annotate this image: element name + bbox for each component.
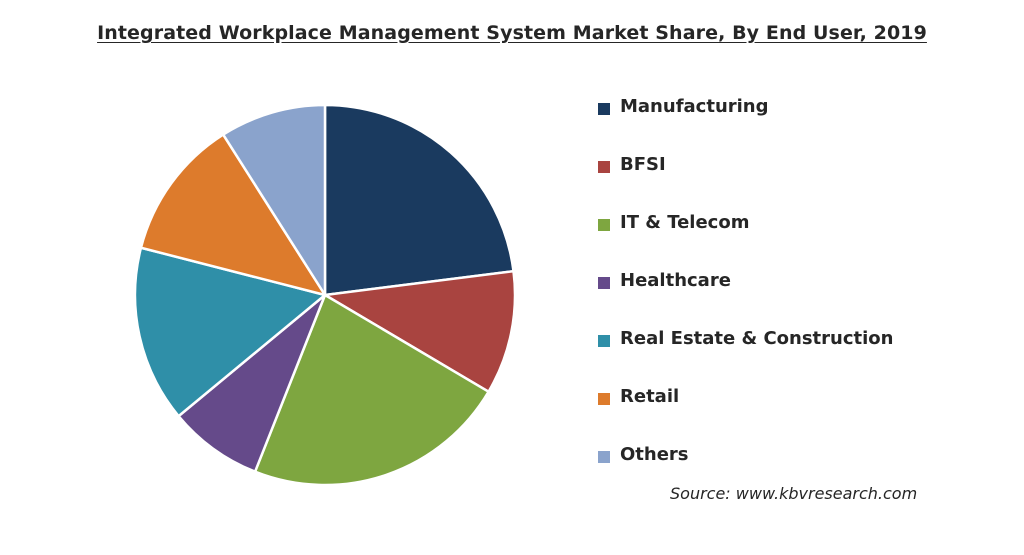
pie-slice-real-estate-construction (133, 246, 327, 418)
pie-slice-it-telecom (253, 293, 490, 487)
legend-item-it-telecom: IT & Telecom (598, 208, 998, 266)
source-note: Source: www.kbvresearch.com (670, 484, 918, 503)
legend-label: Manufacturing (620, 96, 769, 117)
legend-swatch (598, 451, 610, 463)
legend-swatch (598, 161, 610, 173)
legend-label: Retail (620, 386, 680, 407)
legend-label: Others (620, 444, 689, 465)
legend-item-real-estate-construction: Real Estate & Construction (598, 324, 998, 382)
chart-title: Integrated Workplace Management System M… (97, 22, 927, 44)
legend-item-others: Others (598, 440, 998, 498)
legend-swatch (598, 103, 610, 115)
pie-slice-healthcare (177, 293, 327, 473)
legend-label: BFSI (620, 154, 666, 175)
legend-label: IT & Telecom (620, 212, 750, 233)
legend-swatch (598, 277, 610, 289)
chart-legend: Manufacturing BFSI IT & Telecom Healthcare R… (598, 92, 998, 498)
legend-swatch (598, 393, 610, 405)
legend-item-manufacturing: Manufacturing (598, 92, 998, 150)
legend-item-healthcare: Healthcare (598, 266, 998, 324)
legend-swatch (598, 219, 610, 231)
legend-swatch (598, 335, 610, 347)
pie-slice-retail (139, 133, 327, 297)
legend-label: Healthcare (620, 270, 731, 291)
legend-label: Real Estate & Construction (620, 328, 894, 349)
legend-item-retail: Retail (598, 382, 998, 440)
legend-item-bfsi: BFSI (598, 150, 998, 208)
pie-slice-others (221, 103, 327, 297)
pie-slice-manufacturing (323, 103, 515, 297)
pie-slice-bfsi (323, 269, 517, 393)
pie-chart (133, 103, 517, 487)
